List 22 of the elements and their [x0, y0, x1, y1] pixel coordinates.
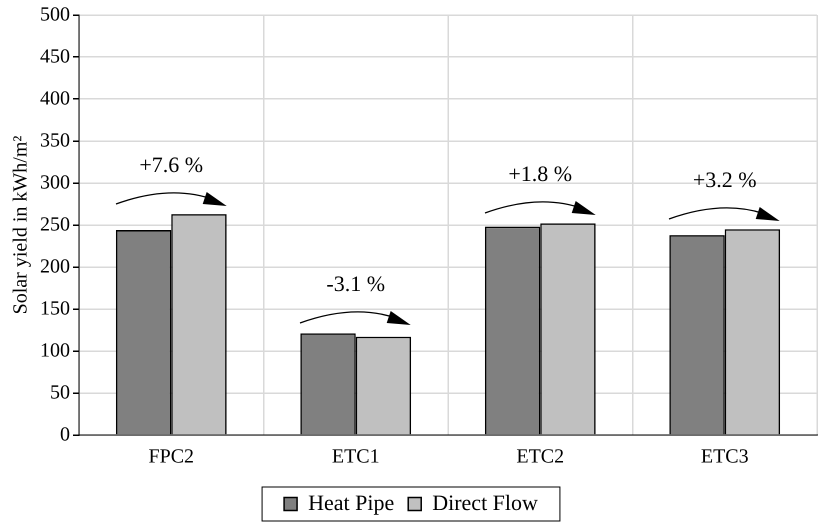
x-tick-label: ETC1 — [332, 445, 380, 468]
y-axis-title: Solar yield in kWh/m² — [9, 136, 32, 314]
y-tick-label: 200 — [40, 255, 70, 278]
y-tick-label: 0 — [60, 423, 70, 446]
y-tick-label: 250 — [40, 213, 70, 236]
legend-label: Direct Flow — [432, 490, 538, 515]
annotation: +3.2 % — [692, 166, 757, 192]
y-tick-label: 300 — [40, 171, 70, 194]
annotation: +7.6 % — [139, 152, 204, 177]
y-tick-label: 500 — [40, 3, 70, 26]
annotation: +1.8 % — [508, 161, 572, 186]
y-tick-label: 150 — [40, 297, 70, 320]
y-tick-label: 350 — [40, 129, 70, 152]
x-tick-label: ETC2 — [516, 445, 564, 468]
y-tick-label: 400 — [40, 87, 70, 110]
annotation: -3.1 % — [326, 271, 386, 296]
x-tick-label: ETC3 — [700, 445, 749, 468]
y-tick-label: 450 — [40, 45, 70, 68]
y-tick-label: 100 — [40, 339, 70, 362]
y-tick-label: 50 — [50, 381, 70, 404]
x-tick-label: FPC2 — [148, 445, 194, 468]
legend-label: Heat Pipe — [308, 490, 394, 515]
